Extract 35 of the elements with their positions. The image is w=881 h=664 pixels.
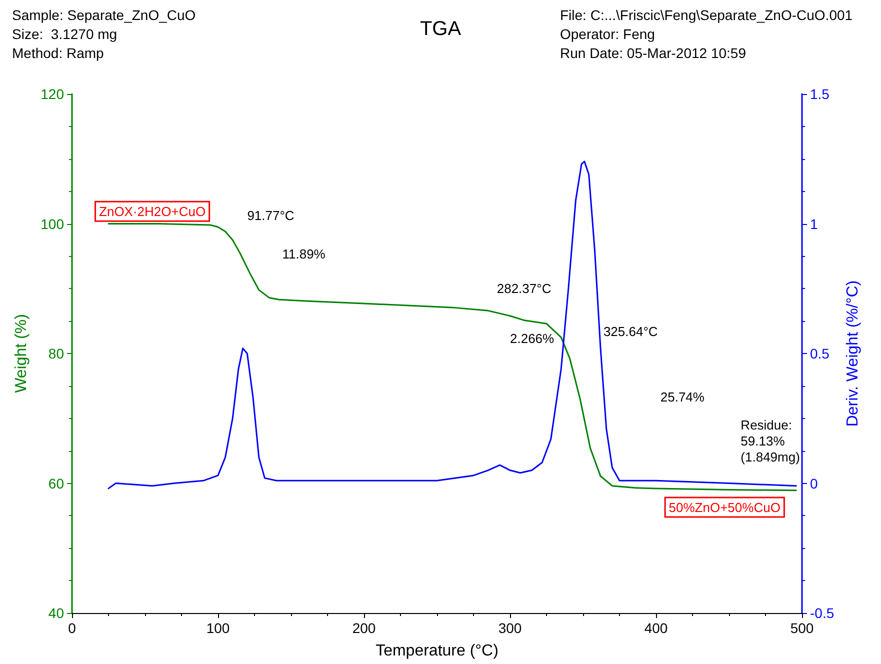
chart-title: TGA (420, 18, 462, 40)
annotation: 50%ZnO+50%CuO (668, 500, 780, 515)
annotation: 282.37°C (496, 281, 552, 296)
x-tick-label: 0 (68, 620, 76, 636)
x-tick-label: 500 (790, 620, 814, 636)
annotation: Residue: 59.13% (1.849mg) (740, 418, 800, 465)
x-axis-title: Temperature (°C) (376, 642, 498, 660)
y2-tick-label: 1 (810, 216, 818, 232)
y-axis-title: Weight (%) (13, 314, 30, 393)
y-tick-label: 100 (40, 216, 64, 232)
text: Sample: Separate_ZnO_CuO (12, 7, 196, 23)
x-tick-label: 400 (644, 620, 668, 636)
annotation: 91.77°C (247, 208, 294, 223)
text: Method: Ramp (12, 45, 104, 61)
y2-tick-label: 0.5 (810, 346, 830, 362)
y2-tick-label: 1.5 (810, 86, 830, 102)
annotation: ZnOX·2H2O+CuO (99, 204, 206, 219)
y2-tick-label: 0 (810, 475, 818, 492)
y-tick-label: 60 (48, 475, 64, 492)
x-tick-label: 200 (352, 620, 376, 636)
y2-tick-label: -0.5 (810, 605, 834, 621)
y-tick-label: 120 (40, 86, 64, 102)
x-tick-label: 300 (498, 620, 522, 636)
annotation: 25.74% (660, 389, 705, 404)
annotation: 325.64°C (603, 324, 658, 339)
text: File: C:...\Friscic\Feng\Separate_ZnO-CuO.001 (560, 7, 853, 23)
x-tick-label: 100 (206, 620, 230, 636)
y-tick-label: 40 (48, 605, 64, 621)
y2-axis-title: Deriv. Weight (%/°C) (844, 280, 862, 427)
text: Size: 3.1270 mg (12, 26, 118, 42)
annotation: 2.266% (510, 331, 555, 346)
text: Run Date: 05-Mar-2012 10:59 (560, 45, 746, 61)
y-tick-label: 80 (48, 346, 64, 362)
text: Operator: Feng (560, 26, 655, 42)
annotation: 11.89% (282, 246, 326, 262)
